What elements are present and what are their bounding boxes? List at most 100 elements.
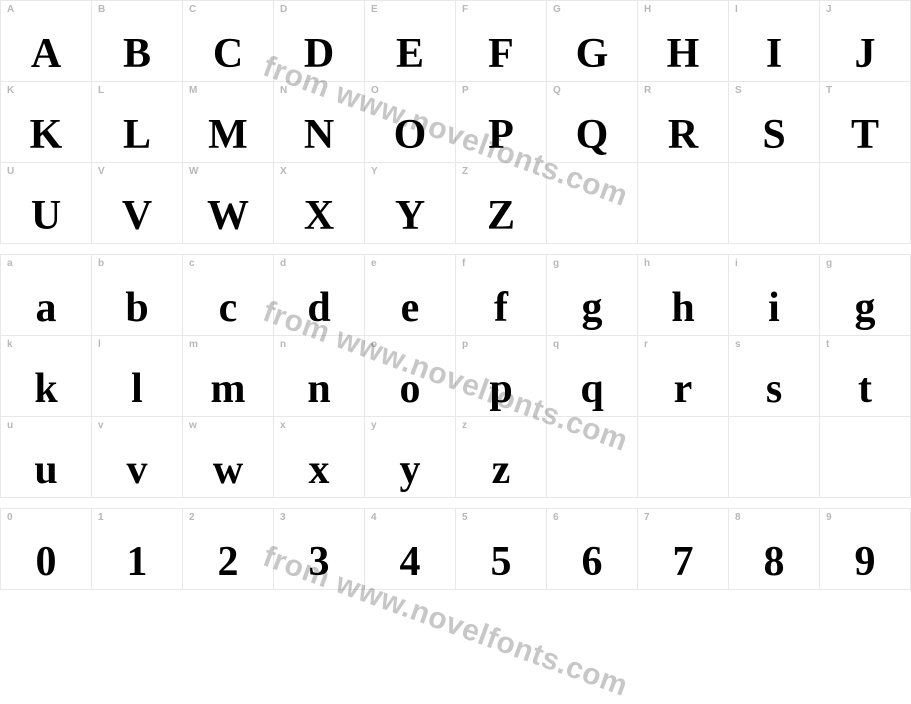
cell-glyph: Q — [547, 114, 637, 156]
charmap-cell: ll — [92, 336, 183, 417]
cell-key-label: 0 — [7, 512, 13, 523]
charmap-cell — [547, 417, 638, 498]
cell-key-label: x — [280, 420, 286, 431]
charmap-cell: KK — [1, 82, 92, 163]
cell-key-label: 1 — [98, 512, 104, 523]
charmap-cell: JJ — [820, 1, 911, 82]
cell-glyph: a — [1, 287, 91, 329]
charmap-cell: dd — [274, 255, 365, 336]
cell-key-label: L — [98, 85, 104, 96]
charmap-cell: RR — [638, 82, 729, 163]
cell-key-label: G — [553, 4, 561, 15]
charmap-cell: kk — [1, 336, 92, 417]
charmap-cell: 22 — [183, 509, 274, 590]
cell-glyph: g — [820, 287, 910, 329]
cell-key-label: h — [644, 258, 650, 269]
cell-key-label: F — [462, 4, 468, 15]
cell-key-label: s — [735, 339, 741, 350]
cell-key-label: E — [371, 4, 378, 15]
charmap-cell: VV — [92, 163, 183, 244]
block-spacer — [0, 244, 911, 254]
charmap-cell: LL — [92, 82, 183, 163]
cell-glyph: A — [1, 33, 91, 75]
cell-key-label: J — [826, 4, 832, 15]
cell-key-label: X — [280, 166, 287, 177]
charmap-cell: 55 — [456, 509, 547, 590]
cell-glyph: y — [365, 449, 455, 491]
cell-glyph: 3 — [274, 541, 364, 583]
cell-glyph: z — [456, 449, 546, 491]
cell-glyph: o — [365, 368, 455, 410]
charmap-cell: 11 — [92, 509, 183, 590]
cell-key-label: O — [371, 85, 379, 96]
cell-key-label: K — [7, 85, 14, 96]
cell-glyph: 5 — [456, 541, 546, 583]
cell-glyph: x — [274, 449, 364, 491]
charmap-cell: CC — [183, 1, 274, 82]
cell-key-label: y — [371, 420, 377, 431]
cell-glyph: r — [638, 368, 728, 410]
cell-glyph: K — [1, 114, 91, 156]
charmap-cell: ii — [729, 255, 820, 336]
cell-glyph: 9 — [820, 541, 910, 583]
charmap-cell: HH — [638, 1, 729, 82]
cell-glyph: I — [729, 33, 819, 75]
cell-key-label: M — [189, 85, 197, 96]
cell-key-label: 7 — [644, 512, 650, 523]
charmap-cell: zz — [456, 417, 547, 498]
charmap-cell: OO — [365, 82, 456, 163]
charmap-cell: 44 — [365, 509, 456, 590]
cell-glyph: G — [547, 33, 637, 75]
charmap-cell: EE — [365, 1, 456, 82]
cell-glyph: h — [638, 287, 728, 329]
charmap-cell: ee — [365, 255, 456, 336]
charmap-cell: xx — [274, 417, 365, 498]
charmap-cell: vv — [92, 417, 183, 498]
cell-key-label: b — [98, 258, 104, 269]
cell-glyph: e — [365, 287, 455, 329]
cell-key-label: f — [462, 258, 465, 269]
cell-glyph: N — [274, 114, 364, 156]
charmap-cell: gg — [820, 255, 911, 336]
cell-glyph: C — [183, 33, 273, 75]
charmap-cell: PP — [456, 82, 547, 163]
cell-key-label: 5 — [462, 512, 468, 523]
cell-key-label: v — [98, 420, 104, 431]
charmap-cell: aa — [1, 255, 92, 336]
charmap-cell: ww — [183, 417, 274, 498]
charmap-cell: NN — [274, 82, 365, 163]
cell-key-label: N — [280, 85, 287, 96]
cell-key-label: g — [826, 258, 832, 269]
charmap-cell: yy — [365, 417, 456, 498]
cell-glyph: 0 — [1, 541, 91, 583]
cell-glyph: E — [365, 33, 455, 75]
cell-key-label: A — [7, 4, 14, 15]
charmap-cell: bb — [92, 255, 183, 336]
charmap-cell: 77 — [638, 509, 729, 590]
charmap-block-lowercase: aabbccddeeffgghhiiggkkllmmnnooppqqrrsstt… — [0, 254, 911, 498]
cell-key-label: e — [371, 258, 377, 269]
cell-key-label: T — [826, 85, 832, 96]
cell-glyph: f — [456, 287, 546, 329]
cell-glyph: 8 — [729, 541, 819, 583]
charmap-cell: gg — [547, 255, 638, 336]
charmap-cell — [729, 417, 820, 498]
cell-glyph: F — [456, 33, 546, 75]
cell-glyph: R — [638, 114, 728, 156]
font-charmap: AABBCCDDEEFFGGHHIIJJKKLLMMNNOOPPQQRRSSTT… — [0, 0, 911, 590]
charmap-cell: AA — [1, 1, 92, 82]
cell-key-label: d — [280, 258, 286, 269]
cell-key-label: k — [7, 339, 13, 350]
charmap-cell — [729, 163, 820, 244]
charmap-cell: uu — [1, 417, 92, 498]
charmap-cell: ZZ — [456, 163, 547, 244]
cell-key-label: 3 — [280, 512, 286, 523]
cell-key-label: I — [735, 4, 738, 15]
charmap-cell: nn — [274, 336, 365, 417]
cell-key-label: Q — [553, 85, 561, 96]
charmap-cell — [820, 417, 911, 498]
cell-glyph: P — [456, 114, 546, 156]
cell-key-label: n — [280, 339, 286, 350]
cell-glyph: O — [365, 114, 455, 156]
charmap-cell — [638, 163, 729, 244]
